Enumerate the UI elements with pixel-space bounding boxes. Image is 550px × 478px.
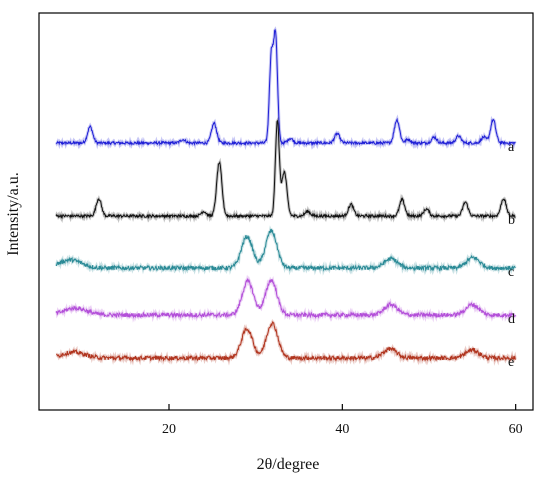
series-d-line — [55, 277, 516, 320]
series-label-e: e — [508, 355, 514, 370]
series-label-b: b — [508, 213, 515, 228]
x-tick-label: 20 — [162, 422, 176, 437]
series-c-line — [55, 228, 516, 272]
x-tick-label: 60 — [509, 422, 523, 437]
y-axis-title: Intensity/a.u. — [5, 172, 22, 256]
series-b-line — [55, 119, 516, 220]
series-c-halo — [54, 225, 517, 276]
series-b-halo — [54, 116, 517, 224]
series-labels: a b c d e — [508, 140, 515, 370]
series-d-halo — [54, 274, 517, 323]
series-label-d: d — [508, 312, 515, 327]
series-e-halo — [55, 318, 517, 366]
series-a-line — [55, 28, 516, 147]
series-label-c: c — [508, 265, 514, 280]
series-group — [54, 26, 517, 366]
plot-frame — [38, 12, 534, 411]
x-tick-label: 40 — [335, 422, 349, 437]
x-axis-ticks: 20 40 60 — [162, 404, 523, 437]
series-e-line — [56, 320, 516, 362]
series-label-a: a — [508, 140, 515, 155]
series-a-halo — [54, 26, 517, 151]
x-axis-title: 2θ/degree — [257, 456, 320, 473]
